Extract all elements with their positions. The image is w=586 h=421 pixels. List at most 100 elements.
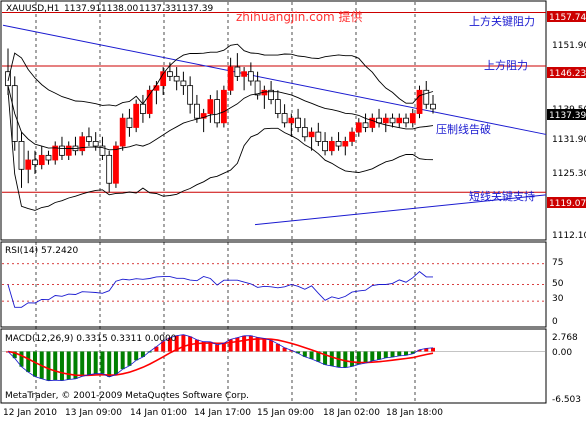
price-tags: 1157.74 1146.23 1137.39 1119.07 bbox=[547, 11, 586, 209]
price-tag-box bbox=[547, 67, 586, 78]
macd-bar bbox=[390, 351, 395, 358]
macd-bar bbox=[66, 351, 71, 380]
candle-body bbox=[45, 154, 52, 161]
macd-bar bbox=[154, 346, 159, 352]
candle-body bbox=[126, 117, 133, 128]
macd-tick: 2.768 bbox=[552, 333, 578, 343]
macd-bar bbox=[201, 341, 206, 352]
price-tag-key-resistance: 1157.74 bbox=[549, 13, 586, 23]
candle-body bbox=[281, 113, 288, 124]
candle-body bbox=[180, 80, 187, 87]
macd-bar bbox=[302, 351, 307, 357]
ohlc-low: 1137.33 bbox=[139, 4, 176, 14]
candle-body bbox=[79, 136, 86, 152]
macd-bar bbox=[194, 339, 199, 352]
macd-bar bbox=[59, 351, 64, 381]
candle-body bbox=[274, 99, 281, 114]
macd-label: MACD(12,26,9) 0.3315 0.3311 0.0000 bbox=[5, 334, 177, 344]
time-axis: 12 Jan 2010 13 Jan 09:00 14 Jan 01:00 14… bbox=[3, 408, 443, 418]
price-tick: 1131.90 bbox=[552, 135, 586, 145]
macd-tick: -6.503 bbox=[552, 395, 581, 405]
macd-bar bbox=[370, 351, 375, 361]
macd-bar bbox=[255, 337, 260, 352]
macd-bar bbox=[424, 348, 429, 352]
macd-bar bbox=[383, 351, 388, 358]
candle-body bbox=[65, 145, 72, 156]
candle-body bbox=[315, 131, 322, 142]
time-label: 18 Jan 18:00 bbox=[386, 408, 443, 418]
macd-bar bbox=[120, 351, 125, 370]
price-tag-current: 1137.39 bbox=[549, 111, 586, 121]
rsi-tick: 30 bbox=[552, 294, 564, 304]
annotation-key-resistance: 上方关键阻力 bbox=[469, 14, 535, 28]
candle-body bbox=[167, 71, 173, 77]
price-tick: 1125.30 bbox=[552, 169, 586, 179]
macd-bar bbox=[32, 351, 37, 377]
candle-body bbox=[193, 103, 200, 119]
macd-bar bbox=[53, 351, 58, 381]
macd-bar bbox=[343, 351, 348, 368]
time-label: 12 Jan 2010 bbox=[3, 408, 57, 418]
macd-bar bbox=[46, 351, 51, 381]
macd-bar bbox=[262, 338, 267, 352]
macd-bar bbox=[140, 351, 145, 357]
ohlc-open: 1137.91 bbox=[64, 4, 101, 14]
candle-body bbox=[140, 103, 146, 114]
macd-bar bbox=[282, 347, 287, 352]
macd-bar bbox=[107, 351, 112, 377]
time-label: 13 Jan 09:00 bbox=[65, 408, 122, 418]
candle-body bbox=[308, 131, 315, 138]
symbol-label: XAUUSD,H1 bbox=[6, 4, 60, 14]
rsi-tick: 50 bbox=[552, 279, 564, 289]
candle-body bbox=[18, 141, 25, 170]
macd-bar bbox=[228, 339, 233, 352]
macd-bar bbox=[377, 351, 382, 360]
macd-bar bbox=[323, 351, 328, 365]
price-tag-resistance: 1146.23 bbox=[549, 69, 586, 79]
candle-body bbox=[59, 145, 65, 156]
candle-body bbox=[268, 89, 274, 100]
candle-body bbox=[254, 80, 261, 96]
ascending-trendline bbox=[254, 194, 547, 226]
macd-bar bbox=[100, 351, 105, 374]
descending-trendline bbox=[2, 24, 547, 135]
candle-body bbox=[119, 117, 126, 147]
candle-body bbox=[335, 141, 342, 147]
macd-bar bbox=[26, 351, 31, 373]
candle-body bbox=[227, 66, 234, 91]
macd-bar bbox=[221, 343, 226, 352]
bollinger-lower bbox=[7, 90, 434, 211]
candle-body bbox=[416, 89, 423, 114]
candle-body bbox=[92, 141, 99, 147]
candle-body bbox=[133, 103, 140, 128]
candle-body bbox=[288, 117, 295, 124]
macd-bar bbox=[309, 351, 314, 359]
candle-body bbox=[403, 117, 409, 124]
candle-body bbox=[355, 122, 362, 133]
annotation-breakout: 压制线告破 bbox=[436, 122, 491, 136]
candle-body bbox=[99, 145, 106, 156]
macd-bar bbox=[113, 351, 118, 375]
candle-body bbox=[32, 159, 38, 166]
macd-bar bbox=[167, 337, 172, 352]
macd-bar bbox=[127, 351, 132, 366]
macd-layer bbox=[2, 334, 546, 382]
candle-body bbox=[207, 99, 214, 114]
macd-bar bbox=[289, 350, 294, 352]
macd-bar bbox=[431, 347, 435, 352]
candle-body bbox=[409, 113, 416, 124]
candle-body bbox=[200, 113, 207, 119]
time-label: 14 Jan 17:00 bbox=[194, 408, 251, 418]
candle-body bbox=[113, 145, 119, 184]
price-tag-support: 1119.07 bbox=[549, 199, 586, 209]
price-panel-frame bbox=[0, 0, 547, 241]
macd-bar bbox=[19, 351, 24, 367]
candle-body bbox=[430, 103, 436, 110]
annotation-key-support: 短线关键支持 bbox=[469, 189, 535, 203]
macd-bar bbox=[316, 351, 321, 362]
macd-bar bbox=[181, 334, 186, 352]
candle-body bbox=[369, 117, 376, 128]
candle-body bbox=[214, 99, 221, 124]
macd-bar bbox=[93, 351, 98, 374]
